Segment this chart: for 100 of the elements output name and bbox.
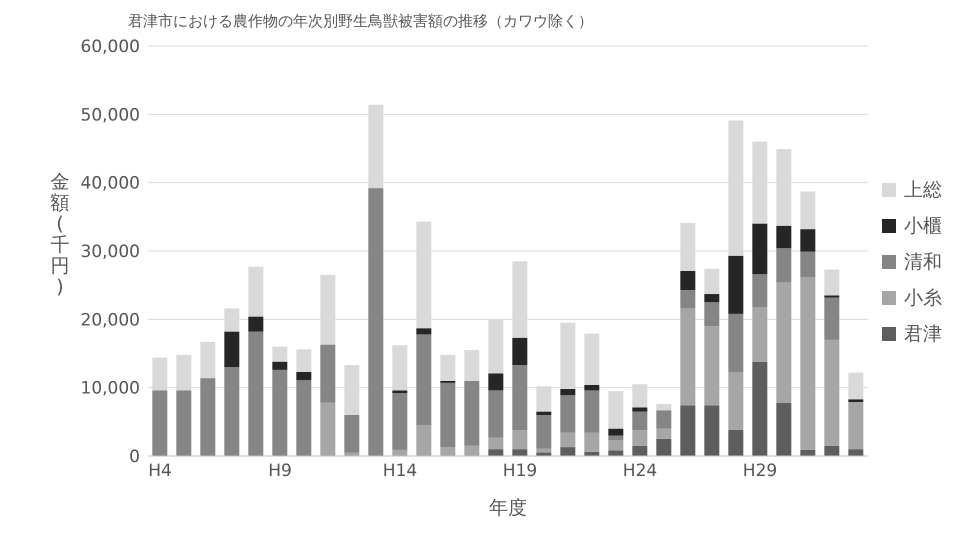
bar	[632, 407, 648, 412]
bar	[512, 338, 528, 366]
bar	[416, 328, 432, 334]
x-tick-label: H29	[742, 461, 778, 482]
y-tick-label: 50,000	[80, 105, 140, 126]
bar	[488, 390, 504, 438]
bar	[776, 402, 792, 456]
chart-title: 君津市における農作物の年次別野生鳥獣被害額の推移（カワウ除く）	[128, 12, 593, 31]
bar	[824, 269, 840, 296]
x-axis-title: 年度	[489, 497, 527, 519]
bar	[272, 362, 288, 370]
bar	[680, 270, 696, 290]
bar	[728, 256, 744, 314]
bar	[584, 390, 600, 433]
bar	[704, 268, 720, 294]
bar	[416, 334, 432, 426]
legend-label: 清和	[904, 250, 942, 275]
bar	[152, 390, 168, 456]
bar	[608, 440, 624, 451]
x-tick-label: H9	[268, 461, 292, 482]
bar	[776, 248, 792, 282]
bar	[704, 326, 720, 406]
bar	[488, 438, 504, 450]
bar	[224, 332, 240, 368]
bar	[680, 290, 696, 308]
bar	[320, 402, 336, 456]
bar	[464, 380, 480, 446]
bar	[512, 365, 528, 430]
bar	[680, 405, 696, 456]
bar	[440, 354, 456, 381]
bar	[176, 390, 192, 456]
bar	[656, 438, 672, 456]
bar	[296, 349, 312, 372]
bar	[728, 430, 744, 456]
bar	[680, 308, 696, 406]
bar	[584, 432, 600, 452]
x-tick-label: H24	[622, 461, 658, 482]
bar	[488, 373, 504, 390]
bar	[632, 430, 648, 446]
bar	[800, 192, 816, 230]
bar	[752, 274, 768, 308]
bar	[848, 402, 864, 450]
bar	[272, 370, 288, 456]
bar	[392, 393, 408, 450]
legend-label: 君津	[904, 322, 942, 347]
legend-label: 小櫃	[904, 214, 942, 239]
bar	[800, 252, 816, 277]
bar	[608, 450, 624, 456]
bar	[728, 314, 744, 372]
bar	[776, 282, 792, 403]
bar	[560, 447, 576, 456]
bar	[848, 449, 864, 456]
bar	[392, 390, 408, 394]
bar	[224, 367, 240, 456]
bar	[752, 224, 768, 274]
bar	[320, 344, 336, 403]
bar	[776, 226, 792, 248]
bar	[704, 294, 720, 302]
bar	[824, 297, 840, 340]
bar	[560, 432, 576, 448]
bar	[248, 332, 264, 456]
y-tick-label: 0	[129, 447, 140, 468]
bar	[848, 399, 864, 402]
bar	[704, 302, 720, 326]
bar	[416, 425, 432, 456]
bar	[584, 334, 600, 385]
bar	[296, 372, 312, 380]
bar	[632, 446, 648, 456]
bar	[440, 382, 456, 448]
bar	[704, 405, 720, 456]
bar	[512, 449, 528, 456]
legend-label: 上総	[904, 178, 942, 203]
bar	[200, 378, 216, 456]
bar	[608, 428, 624, 436]
bar	[536, 412, 552, 415]
y-axis-title: 金額(千円)	[50, 171, 70, 298]
bar	[344, 415, 360, 453]
bar	[440, 447, 456, 456]
bar	[824, 340, 840, 446]
x-tick-label: H14	[382, 461, 418, 482]
bar	[800, 276, 816, 450]
x-tick-label: H19	[502, 461, 538, 482]
bar	[248, 266, 264, 317]
bar	[824, 446, 840, 456]
bar	[272, 346, 288, 362]
y-tick-label: 20,000	[80, 310, 140, 330]
bar	[488, 449, 504, 456]
y-tick-label: 40,000	[80, 174, 140, 194]
bar	[536, 415, 552, 448]
y-tick-label: 60,000	[80, 37, 140, 58]
bar	[656, 404, 672, 410]
bar	[800, 229, 816, 252]
bar	[608, 436, 624, 440]
y-tick-label: 30,000	[80, 242, 140, 262]
bar	[368, 188, 384, 456]
bar	[512, 430, 528, 450]
bar	[728, 372, 744, 430]
bar	[296, 380, 312, 456]
bar	[248, 316, 264, 332]
bar	[536, 448, 552, 453]
